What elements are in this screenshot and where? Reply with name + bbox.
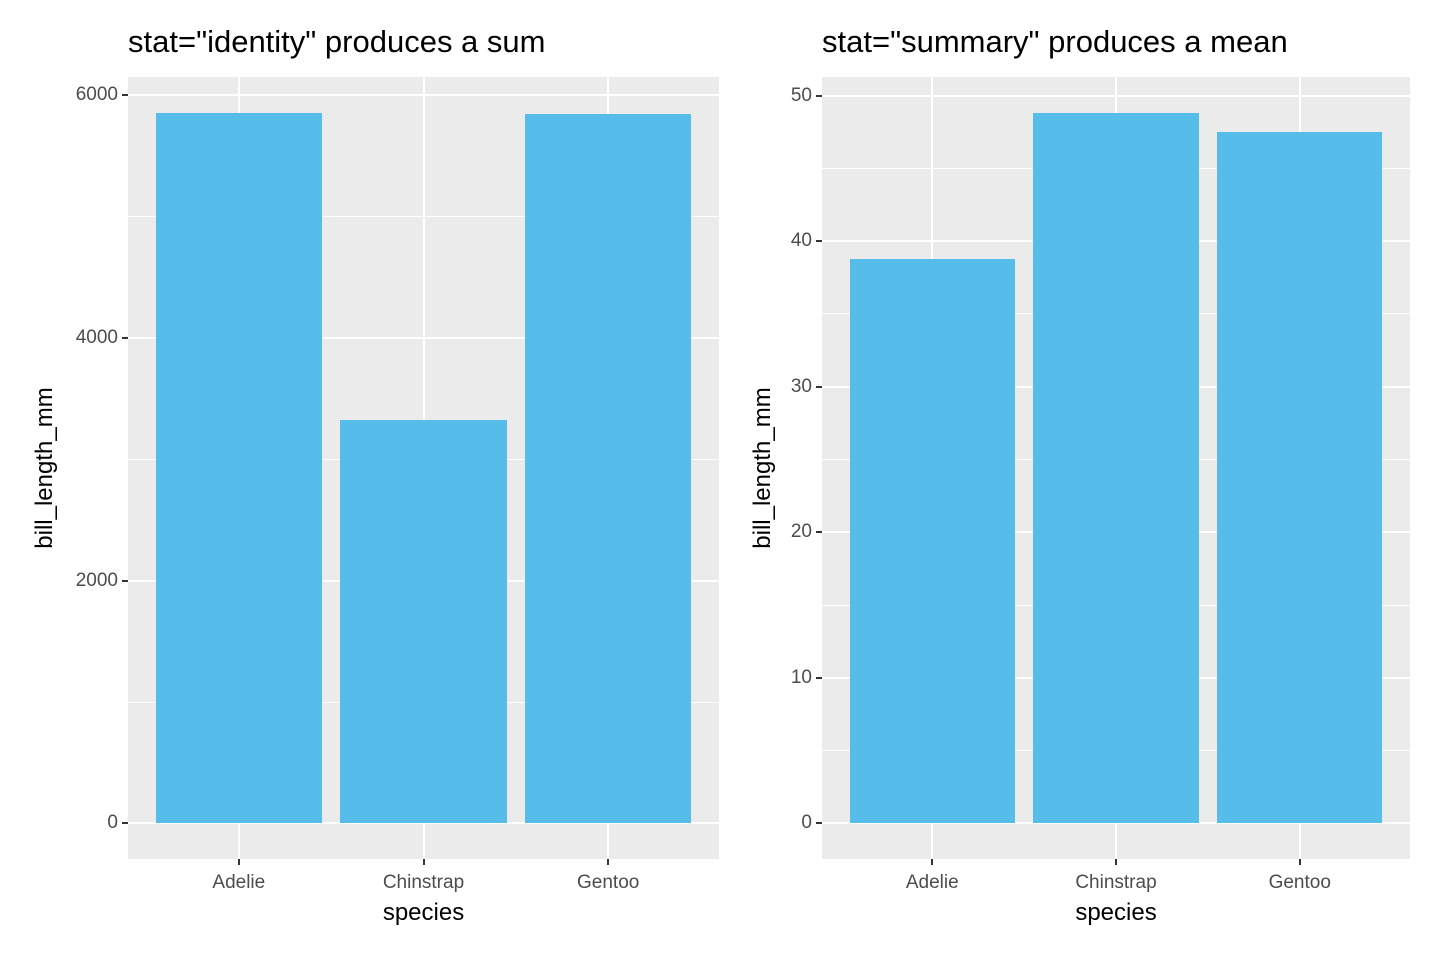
y-tick-mark xyxy=(816,676,822,679)
bar-chinstrap xyxy=(1033,112,1199,824)
x-tick-mark xyxy=(607,859,610,865)
y-tick-mark xyxy=(122,336,128,339)
x-tick-mark xyxy=(931,859,934,865)
x-tick-mark xyxy=(1298,859,1301,865)
bar-gentoo xyxy=(1217,131,1383,824)
y-tick-label: 20 xyxy=(790,521,812,543)
y-tick-mark xyxy=(816,822,822,825)
gridline-y-major xyxy=(822,94,1410,97)
y-tick-label: 0 xyxy=(107,812,118,834)
bar-chinstrap xyxy=(340,420,507,824)
plot-title: stat="summary" produces a mean xyxy=(822,24,1288,59)
x-axis-title: species xyxy=(382,899,465,926)
x-tick-label: Chinstrap xyxy=(382,872,465,893)
y-tick-mark xyxy=(816,240,822,243)
y-tick-label: 6000 xyxy=(75,84,118,106)
x-tick-label: Chinstrap xyxy=(1075,872,1157,893)
y-tick-label: 50 xyxy=(790,84,812,106)
x-tick-label: Adelie xyxy=(905,872,959,893)
x-tick-label: Adelie xyxy=(212,872,266,893)
x-tick-mark xyxy=(237,859,240,865)
y-axis-title: bill_length_mm xyxy=(749,387,776,549)
y-tick-label: 10 xyxy=(790,666,812,688)
gridline-y-major xyxy=(822,822,1410,825)
gridline-y-major xyxy=(128,336,719,339)
y-tick-label: 30 xyxy=(790,375,812,397)
x-axis-title: species xyxy=(1075,899,1157,926)
bar-gentoo xyxy=(525,114,692,824)
bar-adelie xyxy=(155,112,322,824)
y-tick-label: 2000 xyxy=(75,569,118,591)
y-tick-label: 40 xyxy=(790,230,812,252)
x-tick-mark xyxy=(1115,859,1117,865)
bar-adelie xyxy=(849,258,1015,824)
y-tick-mark xyxy=(816,385,822,388)
y-tick-mark xyxy=(816,531,822,534)
x-tick-label: Gentoo xyxy=(1268,872,1331,893)
y-tick-mark xyxy=(122,94,128,97)
x-tick-mark xyxy=(422,859,425,865)
gridline-y-major xyxy=(128,822,719,825)
gridline-y-major xyxy=(128,94,719,97)
y-tick-mark xyxy=(816,94,822,97)
y-tick-mark xyxy=(122,822,128,825)
plot-title: stat="identity" produces a sum xyxy=(128,24,546,59)
x-tick-label: Gentoo xyxy=(577,872,640,893)
y-tick-mark xyxy=(122,579,128,582)
y-tick-label: 0 xyxy=(801,812,812,834)
gridline-y-minor xyxy=(128,216,719,218)
y-tick-label: 4000 xyxy=(75,326,118,348)
